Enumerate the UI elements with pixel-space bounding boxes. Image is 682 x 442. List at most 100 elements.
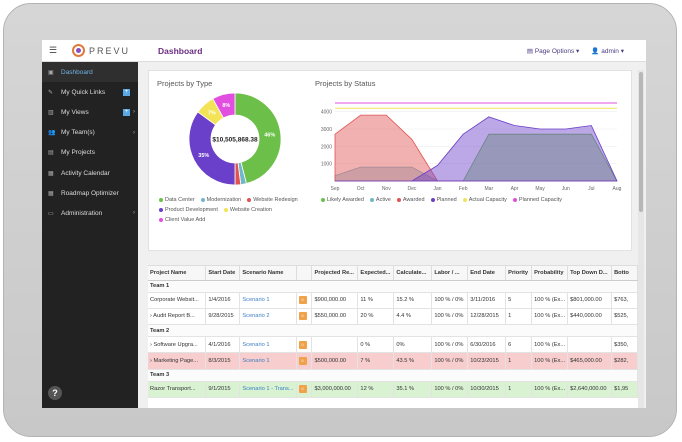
legend-item[interactable]: Website Redesign bbox=[247, 197, 298, 203]
table-row[interactable]: › Marketing Page... 8/3/2015 Scenario 1 ☼ $5… bbox=[148, 352, 638, 370]
legend-label: Website Creation bbox=[229, 207, 272, 213]
legend-label: Website Redesign bbox=[253, 197, 298, 203]
column-header[interactable]: Top Down D... bbox=[567, 266, 613, 281]
column-header[interactable]: Calculate... bbox=[393, 266, 433, 281]
sidebar-item-my-quick-links[interactable]: ✎ My Quick Links + bbox=[42, 82, 138, 102]
pie-slice[interactable] bbox=[234, 92, 282, 185]
sidebar-item-activity-calendar[interactable]: ▦ Activity Calendar bbox=[42, 163, 138, 183]
scenario-link[interactable]: Scenario 1 bbox=[242, 341, 270, 348]
user-menu[interactable]: 👤 admin ▾ bbox=[591, 48, 624, 55]
scenario-link[interactable]: Scenario 1 bbox=[242, 358, 270, 365]
scrollbar[interactable] bbox=[638, 70, 644, 408]
column-header[interactable]: Projected Re... bbox=[311, 266, 359, 281]
app-logo[interactable]: PREVU bbox=[72, 44, 130, 57]
team-group-row[interactable]: Team 3 bbox=[148, 369, 638, 382]
scenario-link[interactable]: Scenario 2 bbox=[242, 313, 270, 320]
sidebar-item-label: Dashboard bbox=[61, 68, 93, 76]
page-options-menu[interactable]: ▤ Page Options ▾ bbox=[526, 48, 580, 55]
column-header[interactable]: Probability bbox=[531, 266, 569, 281]
sidebar-item-dashboard[interactable]: ▣ Dashboard bbox=[42, 62, 138, 83]
sidebar-item-my-team-s[interactable]: 👥 My Team(s) › bbox=[42, 123, 138, 143]
table-cell[interactable]: Scenario 1 - Trans... bbox=[239, 381, 297, 398]
table-header-row: Project Name Start Date Scenario Name Proje… bbox=[148, 266, 638, 281]
legend-item[interactable]: Website Creation bbox=[223, 207, 272, 213]
column-header[interactable]: Priority bbox=[505, 266, 533, 281]
legend-item[interactable]: Actual Capacity bbox=[462, 197, 507, 203]
list-icon[interactable]: ☰ bbox=[48, 45, 58, 55]
top-navbar: ☰ PREVU Dashboard ▤ Page Options ▾ 👤 adm… bbox=[42, 40, 646, 62]
plus-icon[interactable]: + bbox=[123, 108, 130, 116]
team-group-row[interactable]: Team 2 bbox=[148, 324, 638, 338]
column-header[interactable]: Project Name bbox=[148, 266, 207, 281]
column-header[interactable]: End Date bbox=[467, 266, 507, 281]
cell-text: 7 % bbox=[360, 358, 371, 365]
plus-icon[interactable]: + bbox=[123, 88, 130, 96]
table-row[interactable]: › Software Upgra... 4/1/2016 Scenario 1 ☼ 0 … bbox=[148, 336, 638, 354]
scenario-link[interactable]: Scenario 1 bbox=[242, 297, 270, 304]
legend-item[interactable]: Active bbox=[369, 197, 391, 203]
scrollbar-thumb[interactable] bbox=[639, 72, 643, 212]
legend-item[interactable]: Product Development bbox=[159, 207, 218, 213]
scenario-link[interactable]: Scenario 1 - Trans... bbox=[242, 386, 294, 393]
column-header[interactable]: Scenario Name bbox=[239, 266, 297, 281]
chevron-right-icon[interactable]: › bbox=[133, 210, 135, 217]
sidebar-item-my-projects[interactable]: ▤ My Projects bbox=[42, 143, 138, 163]
chevron-right-icon[interactable]: › bbox=[133, 109, 135, 116]
column-header[interactable]: Labor / ... bbox=[431, 266, 469, 281]
sun-icon[interactable]: ☼ bbox=[298, 357, 307, 366]
table-row[interactable]: Corporate Websit... 1/4/2016 Scenario 1 ☼ $9… bbox=[148, 292, 638, 309]
legend-label: Planned bbox=[436, 197, 457, 203]
sun-icon[interactable]: ☼ bbox=[298, 340, 307, 349]
sidebar-item-roadmap-optimizer[interactable]: ▦ Roadmap Optimizer bbox=[42, 183, 138, 203]
help-icon[interactable]: ? bbox=[48, 386, 62, 400]
chevron-right-icon[interactable]: › bbox=[133, 129, 135, 136]
table-cell[interactable]: Scenario 1 bbox=[239, 336, 297, 354]
table-cell[interactable]: Scenario 1 bbox=[239, 292, 297, 309]
legend-label: Product Development bbox=[165, 207, 218, 213]
legend-item[interactable]: Awarded bbox=[396, 197, 425, 203]
series-area[interactable] bbox=[335, 116, 618, 182]
legend-item[interactable]: Modernization bbox=[200, 197, 241, 203]
projects-by-type-chart[interactable]: 46% 35% 7% 8% $10,505,868.38 bbox=[185, 89, 285, 189]
table-cell: 10/30/2015 bbox=[467, 381, 507, 398]
pie-slice-label: 46% bbox=[264, 133, 275, 139]
sidebar-item-administration[interactable]: ▭ Administration › bbox=[42, 203, 138, 223]
pie-slice[interactable] bbox=[212, 92, 236, 119]
calendar-icon: ▦ bbox=[48, 170, 54, 177]
legend-item[interactable]: Likely Awarded bbox=[321, 197, 364, 203]
column-header[interactable]: Botto bbox=[611, 266, 638, 281]
table-cell[interactable]: Scenario 2 bbox=[239, 308, 297, 326]
column-header[interactable] bbox=[296, 266, 313, 281]
legend-item[interactable]: Planned Capacity bbox=[512, 197, 562, 203]
table-cell: 0% bbox=[393, 336, 433, 354]
cell-text: 0 % bbox=[360, 341, 371, 348]
cell-text: $900,000.00 bbox=[314, 297, 347, 304]
table-cell: › Audit Report B... bbox=[148, 308, 207, 326]
table-cell: 100 % (Ex... bbox=[531, 352, 569, 370]
sidebar-item-label: Administration bbox=[61, 209, 103, 217]
briefcase-icon: ▤ bbox=[48, 150, 54, 157]
table-row[interactable]: Razor Transport... 9/1/2015 Scenario 1 - T… bbox=[148, 381, 638, 398]
x-tick-label: Jun bbox=[562, 186, 570, 192]
team-group-row[interactable]: Team 1 bbox=[148, 280, 638, 293]
scenario-status-cell: ☼ bbox=[296, 308, 313, 326]
cell-text: 100 % (Ex... bbox=[534, 313, 566, 320]
column-header[interactable]: Start Date bbox=[205, 266, 241, 281]
projects-by-status-chart[interactable]: 1000 2000 3000 4000 Sep Oct Nov Dec Jan Feb Mar Apr… bbox=[315, 101, 625, 201]
sun-icon[interactable]: ☼ bbox=[298, 296, 307, 305]
cell-text: Corporate Websit... bbox=[150, 297, 199, 304]
sun-icon[interactable]: ☼ bbox=[298, 312, 307, 321]
legend-item[interactable]: Client Value Add bbox=[159, 217, 205, 223]
sun-icon[interactable]: ☼ bbox=[298, 385, 307, 394]
legend-item[interactable]: Data Center bbox=[159, 197, 195, 203]
legend-swatch bbox=[223, 208, 228, 212]
cell-text: $525, bbox=[614, 313, 629, 320]
table-cell: 100 % / 0% bbox=[431, 381, 469, 398]
table-row[interactable]: › Audit Report B... 9/28/2015 Scenario 2 ☼ $… bbox=[148, 308, 638, 326]
table-cell[interactable]: Scenario 1 bbox=[239, 352, 297, 370]
pie-slice[interactable] bbox=[188, 111, 236, 186]
legend-item[interactable]: Planned bbox=[430, 197, 457, 203]
column-header[interactable]: Expected... bbox=[357, 266, 395, 281]
table-cell: › Marketing Page... bbox=[148, 352, 207, 370]
sidebar-item-my-views[interactable]: ▥ My Views + › bbox=[42, 102, 138, 122]
